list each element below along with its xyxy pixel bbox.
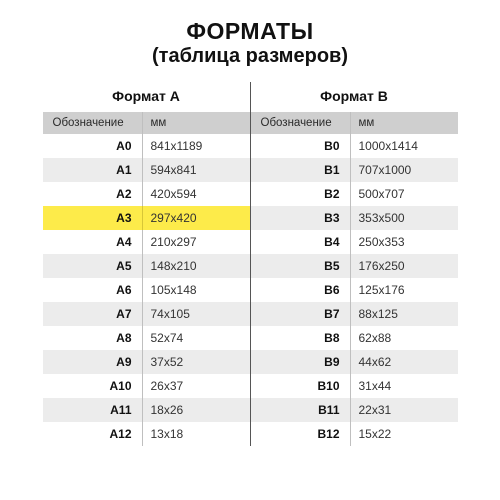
table-row: B944x62 bbox=[251, 350, 458, 374]
table-row: B3353x500 bbox=[251, 206, 458, 230]
cell-code: A2 bbox=[43, 182, 143, 206]
cell-size: 210x297 bbox=[143, 230, 250, 254]
cell-size: 420x594 bbox=[143, 182, 250, 206]
table-row: B788x125 bbox=[251, 302, 458, 326]
cell-size: 26x37 bbox=[143, 374, 250, 398]
cell-code: B9 bbox=[251, 350, 351, 374]
cell-size: 52x74 bbox=[143, 326, 250, 350]
cell-size: 15x22 bbox=[351, 422, 458, 446]
cell-code: B11 bbox=[251, 398, 351, 422]
table-row: B6125x176 bbox=[251, 278, 458, 302]
cell-code: B5 bbox=[251, 254, 351, 278]
table-row: A4210x297 bbox=[43, 230, 250, 254]
cell-code: B1 bbox=[251, 158, 351, 182]
table-row: A1594x841 bbox=[43, 158, 250, 182]
cell-code: A1 bbox=[43, 158, 143, 182]
table-row: B1215x22 bbox=[251, 422, 458, 446]
cell-size: 176x250 bbox=[351, 254, 458, 278]
table-row: A774x105 bbox=[43, 302, 250, 326]
format-table: Формат AОбозначениеммA0841x1189A1594x841… bbox=[43, 82, 250, 446]
cell-size: 500x707 bbox=[351, 182, 458, 206]
cell-size: 148x210 bbox=[143, 254, 250, 278]
table-row: A0841x1189 bbox=[43, 134, 250, 158]
cell-size: 18x26 bbox=[143, 398, 250, 422]
table-row: B1031x44 bbox=[251, 374, 458, 398]
cell-code: A9 bbox=[43, 350, 143, 374]
cell-size: 74x105 bbox=[143, 302, 250, 326]
cell-code: B3 bbox=[251, 206, 351, 230]
table-row: B1707x1000 bbox=[251, 158, 458, 182]
cell-code: B7 bbox=[251, 302, 351, 326]
table-row: A3297x420 bbox=[43, 206, 250, 230]
column-header-row: Обозначениемм bbox=[251, 112, 458, 134]
table-row: B4250x353 bbox=[251, 230, 458, 254]
page-subtitle: (таблица размеров) bbox=[38, 44, 462, 68]
cell-code: A12 bbox=[43, 422, 143, 446]
cell-code: A8 bbox=[43, 326, 143, 350]
table-row: A1118x26 bbox=[43, 398, 250, 422]
cell-code: A10 bbox=[43, 374, 143, 398]
cell-code: B4 bbox=[251, 230, 351, 254]
table-row: B5176x250 bbox=[251, 254, 458, 278]
cell-size: 707x1000 bbox=[351, 158, 458, 182]
cell-size: 88x125 bbox=[351, 302, 458, 326]
column-header-designation: Обозначение bbox=[43, 112, 143, 134]
cell-size: 125x176 bbox=[351, 278, 458, 302]
cell-size: 297x420 bbox=[143, 206, 250, 230]
cell-size: 22x31 bbox=[351, 398, 458, 422]
cell-size: 353x500 bbox=[351, 206, 458, 230]
table-row: A852x74 bbox=[43, 326, 250, 350]
table-row: A937x52 bbox=[43, 350, 250, 374]
column-header-mm: мм bbox=[143, 112, 250, 134]
cell-code: A11 bbox=[43, 398, 143, 422]
cell-size: 1000x1414 bbox=[351, 134, 458, 158]
cell-code: B8 bbox=[251, 326, 351, 350]
table-row: A1026x37 bbox=[43, 374, 250, 398]
cell-size: 62x88 bbox=[351, 326, 458, 350]
cell-code: A5 bbox=[43, 254, 143, 278]
page: ФОРМАТЫ (таблица размеров) Формат AОбозн… bbox=[0, 0, 500, 500]
cell-code: B12 bbox=[251, 422, 351, 446]
column-header-row: Обозначениемм bbox=[43, 112, 250, 134]
series-title: Формат B bbox=[251, 82, 458, 112]
column-header-designation: Обозначение bbox=[251, 112, 351, 134]
cell-code: A0 bbox=[43, 134, 143, 158]
table-row: A1213x18 bbox=[43, 422, 250, 446]
cell-code: A7 bbox=[43, 302, 143, 326]
cell-size: 13x18 bbox=[143, 422, 250, 446]
cell-code: B6 bbox=[251, 278, 351, 302]
page-title: ФОРМАТЫ bbox=[38, 18, 462, 44]
cell-code: A6 bbox=[43, 278, 143, 302]
column-header-mm: мм bbox=[351, 112, 458, 134]
table-row: A2420x594 bbox=[43, 182, 250, 206]
cell-size: 250x353 bbox=[351, 230, 458, 254]
tables-container: Формат AОбозначениеммA0841x1189A1594x841… bbox=[38, 82, 462, 446]
cell-size: 37x52 bbox=[143, 350, 250, 374]
cell-size: 44x62 bbox=[351, 350, 458, 374]
table-row: B1122x31 bbox=[251, 398, 458, 422]
table-row: B2500x707 bbox=[251, 182, 458, 206]
cell-code: B10 bbox=[251, 374, 351, 398]
format-table: Формат BОбозначениеммB01000x1414B1707x10… bbox=[250, 82, 458, 446]
table-row: A5148x210 bbox=[43, 254, 250, 278]
table-row: B862x88 bbox=[251, 326, 458, 350]
cell-size: 105x148 bbox=[143, 278, 250, 302]
cell-size: 594x841 bbox=[143, 158, 250, 182]
cell-code: A4 bbox=[43, 230, 143, 254]
cell-code: B2 bbox=[251, 182, 351, 206]
cell-code: B0 bbox=[251, 134, 351, 158]
cell-size: 31x44 bbox=[351, 374, 458, 398]
cell-size: 841x1189 bbox=[143, 134, 250, 158]
cell-code: A3 bbox=[43, 206, 143, 230]
table-row: B01000x1414 bbox=[251, 134, 458, 158]
series-title: Формат A bbox=[43, 82, 250, 112]
table-row: A6105x148 bbox=[43, 278, 250, 302]
